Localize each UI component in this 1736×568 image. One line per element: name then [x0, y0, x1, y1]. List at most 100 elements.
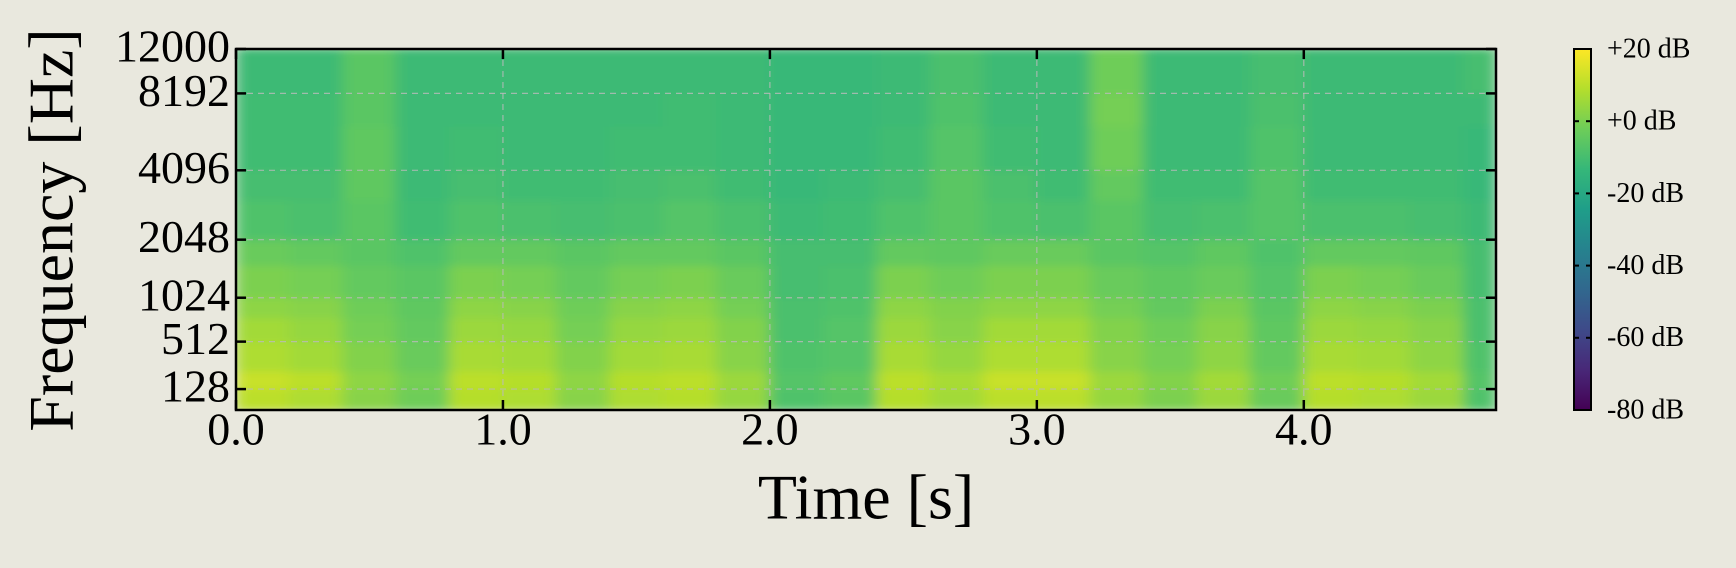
cell — [769, 49, 824, 94]
cell — [876, 264, 931, 299]
cell — [342, 264, 397, 299]
cell — [716, 199, 771, 241]
cell — [1356, 297, 1412, 319]
cell — [982, 297, 1038, 319]
cell — [502, 92, 557, 127]
cell — [982, 49, 1038, 94]
cell — [342, 297, 397, 319]
cell — [716, 169, 771, 201]
cell — [1143, 388, 1198, 410]
cell — [1143, 317, 1198, 343]
cell — [1410, 199, 1465, 241]
cell — [1463, 341, 1496, 372]
cell — [288, 125, 344, 171]
cell — [1356, 239, 1412, 266]
cell — [236, 388, 290, 410]
cell — [929, 125, 984, 171]
cell — [1463, 297, 1496, 319]
cell — [822, 92, 878, 127]
cell — [822, 297, 878, 319]
cell — [609, 169, 664, 201]
cell — [395, 49, 451, 94]
cell — [1249, 125, 1305, 171]
cell — [1089, 297, 1145, 319]
cell — [1196, 317, 1251, 343]
cell — [555, 125, 611, 171]
cell — [1356, 341, 1412, 372]
cell — [1089, 264, 1145, 299]
cell — [822, 370, 878, 390]
cell — [662, 317, 718, 343]
cell — [555, 169, 611, 201]
cell — [1143, 239, 1198, 266]
cell — [982, 341, 1038, 372]
cell — [1249, 388, 1305, 410]
cell — [1143, 297, 1198, 319]
cell — [1249, 317, 1305, 343]
cell — [502, 317, 557, 343]
cell — [609, 317, 664, 343]
cell — [1303, 388, 1358, 410]
cell — [1303, 92, 1358, 127]
cell — [769, 125, 824, 171]
cell — [929, 92, 984, 127]
y-axis-label: Frequency [Hz] — [16, 28, 87, 431]
cell — [395, 370, 451, 390]
cell — [1303, 49, 1358, 94]
cell — [929, 239, 984, 266]
cell — [1036, 239, 1091, 266]
cell — [876, 125, 931, 171]
cell — [1089, 317, 1145, 343]
cell — [236, 317, 290, 343]
cell — [1249, 49, 1305, 94]
cell — [662, 125, 718, 171]
cell — [822, 169, 878, 201]
cell — [449, 388, 504, 410]
cell — [662, 92, 718, 127]
cell — [876, 297, 931, 319]
cell — [555, 92, 611, 127]
cell — [1463, 49, 1496, 94]
cell — [555, 264, 611, 299]
cell — [769, 92, 824, 127]
cell — [1196, 199, 1251, 241]
cell — [662, 169, 718, 201]
cell — [1410, 370, 1465, 390]
cell — [1463, 317, 1496, 343]
cell — [609, 264, 664, 299]
cell — [609, 199, 664, 241]
cell — [609, 92, 664, 127]
cell — [716, 317, 771, 343]
cell — [1303, 239, 1358, 266]
cell — [716, 370, 771, 390]
cell — [929, 317, 984, 343]
cell — [876, 49, 931, 94]
cell — [982, 125, 1038, 171]
cell — [1463, 169, 1496, 201]
cell — [236, 370, 290, 390]
cell — [1036, 125, 1091, 171]
y-tick-label: 2048 — [138, 211, 230, 262]
cell — [716, 125, 771, 171]
cell — [288, 199, 344, 241]
cell — [1036, 317, 1091, 343]
colorbar-label: -40 dB — [1607, 250, 1684, 281]
cell — [395, 264, 451, 299]
cell — [929, 341, 984, 372]
cell — [769, 239, 824, 266]
cell — [449, 199, 504, 241]
cell — [1249, 341, 1305, 372]
cell — [929, 199, 984, 241]
cell — [236, 297, 290, 319]
cell — [1143, 169, 1198, 201]
cell — [716, 239, 771, 266]
cell — [769, 370, 824, 390]
cell — [1036, 370, 1091, 390]
cell — [555, 297, 611, 319]
y-tick-label: 4096 — [138, 142, 230, 193]
cell — [662, 388, 718, 410]
cell — [236, 264, 290, 299]
cell — [502, 169, 557, 201]
cell — [1249, 370, 1305, 390]
cell — [342, 341, 397, 372]
